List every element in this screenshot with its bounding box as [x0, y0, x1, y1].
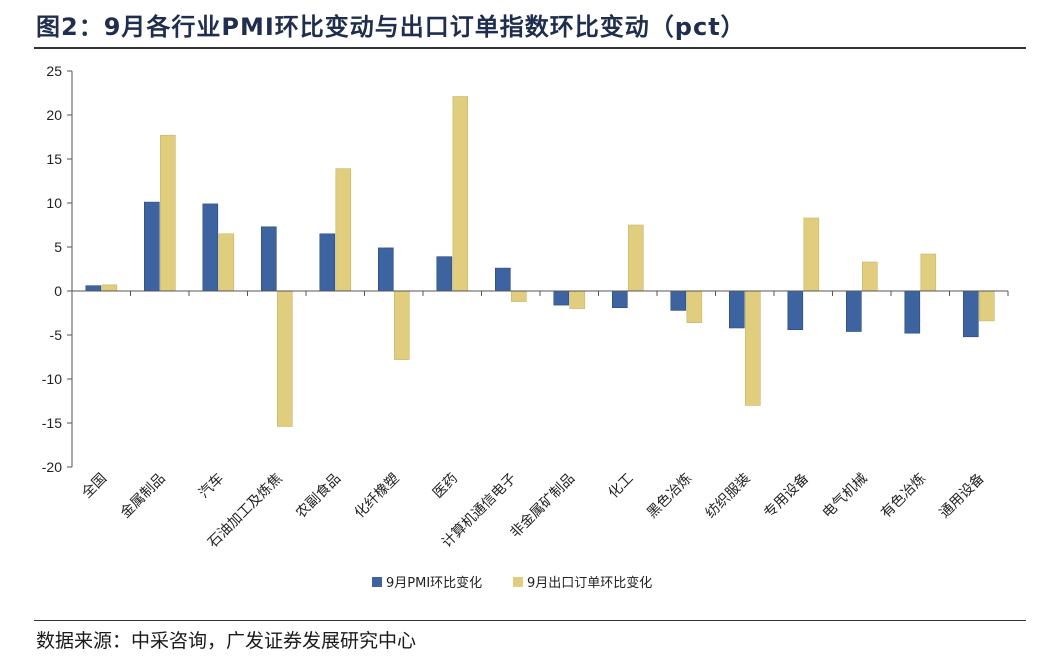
export-order-bar-2	[218, 233, 235, 292]
x-axis	[71, 290, 1009, 296]
export-order-bar-7	[510, 290, 527, 302]
y-tick-label: -15	[42, 415, 62, 431]
category-label: 纺织服装	[703, 471, 754, 522]
export-order-bar-9	[627, 224, 644, 292]
category-label: 有色冶炼	[877, 470, 929, 522]
category-label: 汽车	[195, 470, 227, 502]
legend: 9月PMI环比变化 9月出口订单环比变化	[372, 575, 652, 591]
footer-divider	[34, 620, 1026, 621]
chart-title: 图2：9月各行业PMI环比变动与出口订单指数环比变动（pct）	[36, 13, 746, 41]
y-tick-label: 15	[46, 151, 62, 167]
legend-label-0: 9月PMI环比变化	[386, 575, 482, 591]
bars	[85, 96, 995, 427]
category-label: 农副食品	[292, 470, 344, 522]
pmi-bar-3	[260, 226, 277, 292]
category-label: 金属制品	[118, 471, 169, 522]
source-note: 数据来源：中采咨询，广发证券发展研究中心	[36, 630, 417, 652]
pmi-bar-7	[494, 267, 511, 292]
pmi-bar-10	[670, 290, 687, 311]
pmi-bar-2	[202, 203, 219, 292]
y-tick-label: 0	[54, 283, 62, 299]
legend-swatch-0	[372, 577, 382, 587]
category-label: 通用设备	[936, 470, 988, 522]
category-label: 化工	[605, 471, 636, 502]
export-order-bar-3	[276, 290, 293, 427]
export-order-bar-6	[452, 96, 469, 292]
y-tick-label: 20	[46, 107, 62, 123]
export-order-bar-4	[335, 168, 352, 292]
pmi-bar-12	[787, 290, 804, 331]
category-label: 医药	[430, 471, 461, 502]
pmi-bar-5	[377, 247, 394, 292]
title-divider	[34, 47, 1026, 49]
pmi-bar-14	[904, 290, 921, 334]
y-tick-label: 5	[54, 239, 62, 255]
pmi-bar-6	[436, 256, 453, 292]
export-order-bar-0	[101, 284, 118, 292]
pmi-bar-8	[553, 290, 570, 306]
y-tick-label: -5	[50, 327, 63, 343]
export-order-bar-12	[803, 217, 820, 292]
export-order-bar-15	[978, 290, 995, 322]
pmi-bar-13	[845, 290, 862, 332]
y-tick-label: -10	[42, 371, 62, 387]
export-order-bar-14	[920, 253, 937, 292]
export-order-bar-13	[861, 261, 878, 292]
pmi-bar-11	[728, 290, 745, 329]
export-order-bar-8	[569, 290, 586, 309]
y-tick-label: 10	[46, 195, 62, 211]
category-label: 化纤橡塑	[352, 471, 403, 522]
category-label: 黑色冶炼	[643, 470, 695, 522]
category-label: 全国	[78, 470, 110, 502]
legend-label-1: 9月出口订单环比变化	[527, 575, 652, 591]
y-tick-label: -20	[42, 459, 62, 475]
export-order-bar-1	[160, 134, 176, 292]
category-label: 专用设备	[760, 470, 812, 522]
pmi-bar-15	[962, 290, 979, 338]
y-tick-label: 25	[46, 63, 62, 79]
export-order-bar-5	[393, 290, 410, 360]
pmi-bar-0	[85, 285, 102, 292]
export-order-bar-10	[686, 290, 703, 324]
pmi-bar-1	[144, 201, 160, 292]
y-axis: 25 20 15 10 5 0 -5 -10 -15 -20	[42, 63, 73, 475]
pmi-bar-9	[611, 290, 628, 309]
pmi-bar-4	[319, 233, 336, 292]
legend-swatch-1	[513, 577, 523, 587]
category-label: 电气机械	[820, 471, 871, 522]
export-order-bar-11	[744, 290, 761, 406]
